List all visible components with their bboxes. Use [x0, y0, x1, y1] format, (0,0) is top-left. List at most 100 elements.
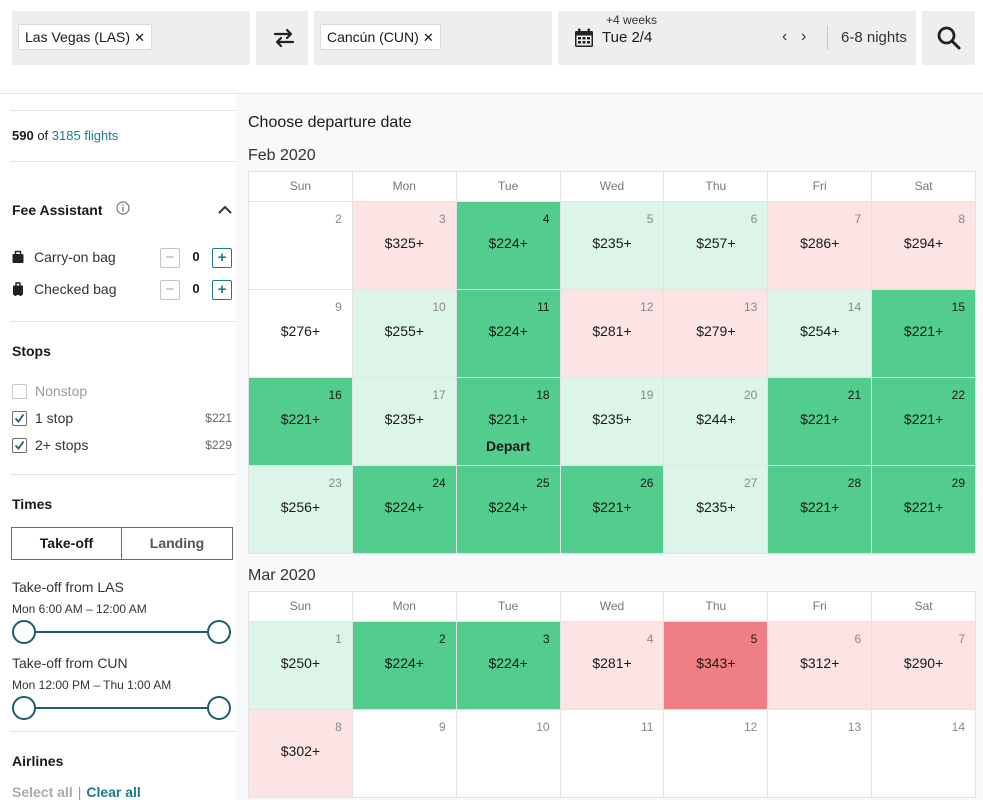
day-number: 19	[640, 388, 654, 402]
nights-select[interactable]: 6-8 nights	[841, 29, 907, 46]
takeoff-las-range: Mon 6:00 AM – 12:00 AM	[12, 602, 147, 616]
calendar-day[interactable]: 28 $221+	[768, 466, 873, 554]
prev-date-button[interactable]: ‹	[782, 28, 788, 45]
calendar-day[interactable]: 9 $276+	[249, 290, 353, 378]
calendar-day[interactable]: 5 $343+	[664, 622, 769, 710]
calendar-day: 12	[664, 710, 769, 798]
swap-button[interactable]	[256, 11, 308, 65]
stops-option-2-stops[interactable]: 2+ stops $229	[12, 437, 232, 455]
calendar-day[interactable]: 4 $224+	[456, 202, 561, 290]
takeoff-las-slider[interactable]	[24, 631, 220, 633]
calendar-day[interactable]: 12 $281+	[560, 290, 665, 378]
day-price: $235+	[592, 235, 632, 251]
day-price: $221+	[800, 499, 840, 515]
stops-option-nonstop[interactable]: Nonstop	[12, 383, 232, 401]
stops-option-price: $221	[205, 411, 232, 425]
day-number: 9	[335, 300, 342, 314]
calendar-day[interactable]: 15 $221+	[872, 290, 977, 378]
day-price: $224+	[488, 323, 528, 339]
increment-button[interactable]: +	[212, 248, 232, 268]
slider-handle-min[interactable]	[12, 620, 36, 644]
calendar-day[interactable]: 8 $302+	[249, 710, 353, 798]
origin-chip: Las Vegas (LAS) ✕	[18, 24, 152, 50]
calendar-day[interactable]: 23 $256+	[249, 466, 353, 554]
close-icon[interactable]: ✕	[422, 30, 434, 45]
calendar-day[interactable]: 2 $224+	[352, 622, 457, 710]
destination-field[interactable]: Cancún (CUN) ✕	[314, 11, 552, 65]
day-number: 25	[536, 476, 550, 490]
calendar-day[interactable]: 6 $312+	[768, 622, 873, 710]
tab-landing[interactable]: Landing	[122, 528, 232, 559]
checkbox[interactable]	[12, 384, 27, 399]
calendar-day[interactable]: 7 $290+	[872, 622, 977, 710]
stops-option-1-stop[interactable]: 1 stop $221	[12, 410, 232, 428]
day-number: 17	[432, 388, 446, 402]
takeoff-cun-slider[interactable]	[24, 707, 220, 709]
stops-option-label: 1 stop	[35, 410, 74, 426]
info-icon[interactable]	[116, 201, 130, 215]
day-number: 10	[536, 720, 550, 734]
calendar-week: 8 $302+ 9 10 11 12 13 14	[249, 710, 977, 798]
day-number: 5	[750, 632, 758, 646]
calendar-day[interactable]: 26 $221+	[560, 466, 665, 554]
calendar-day[interactable]: 17 $235+	[352, 378, 457, 466]
calendar-day[interactable]: 3 $224+	[456, 622, 561, 710]
next-date-button[interactable]: ›	[801, 28, 807, 45]
decrement-button[interactable]: −	[160, 280, 180, 300]
divider	[10, 161, 236, 162]
calendar-day[interactable]: 10 $255+	[352, 290, 457, 378]
carry-on-bag-row: Carry-on bag	[12, 249, 116, 265]
airline-select-links: Select all | Clear all	[12, 784, 141, 800]
slider-handle-max[interactable]	[207, 696, 231, 720]
calendar-day: 14	[872, 710, 977, 798]
calendar-day[interactable]: 6 $257+	[664, 202, 769, 290]
carry-on-bag-stepper: − 0 +	[160, 248, 232, 268]
chevron-up-icon[interactable]	[217, 205, 233, 215]
clear-all-link[interactable]: Clear all	[86, 784, 141, 800]
day-price: $290+	[903, 655, 944, 671]
search-button[interactable]	[922, 11, 975, 65]
day-number: 2	[335, 212, 342, 226]
checked-bag-label: Checked bag	[34, 281, 117, 297]
calendar-day[interactable]: 14 $254+	[768, 290, 873, 378]
calendar-day[interactable]: 13 $279+	[664, 290, 769, 378]
calendar-day[interactable]: 7 $286+	[768, 202, 873, 290]
day-price: $244+	[696, 411, 736, 427]
date-field[interactable]: +4 weeks Tue 2/4 ‹ › 6-8 nights	[558, 11, 916, 65]
calendar-day[interactable]: 29 $221+	[872, 466, 977, 554]
calendar-day[interactable]: 16 $221+	[249, 378, 353, 466]
day-number: 20	[743, 388, 758, 402]
calendar-day[interactable]: 5 $235+	[560, 202, 665, 290]
day-number: 5	[646, 212, 654, 226]
slider-handle-min[interactable]	[12, 696, 36, 720]
calendar-day[interactable]: 18 $221+ Depart	[456, 378, 561, 466]
select-all-link[interactable]: Select all	[12, 784, 73, 800]
calendar-day[interactable]: 19 $235+	[560, 378, 665, 466]
checked-bag-count: 0	[192, 281, 200, 296]
total-flights-link[interactable]: 3185 flights	[51, 128, 119, 143]
origin-field[interactable]: Las Vegas (LAS) ✕	[12, 11, 250, 65]
month-title: Feb 2020	[248, 147, 316, 164]
tab-take-off[interactable]: Take-off	[12, 528, 122, 559]
calendar-day[interactable]: 22 $221+	[872, 378, 977, 466]
increment-button[interactable]: +	[212, 280, 232, 300]
calendar-day[interactable]: 4 $281+	[560, 622, 665, 710]
calendar-day[interactable]: 25 $224+	[456, 466, 561, 554]
calendar-day[interactable]: 20 $244+	[664, 378, 769, 466]
slider-handle-max[interactable]	[207, 620, 231, 644]
checked-bag-icon	[13, 282, 23, 296]
calendar-day[interactable]: 24 $224+	[352, 466, 457, 554]
calendar-day[interactable]: 27 $235+	[664, 466, 769, 554]
calendar-day[interactable]: 3 $325+	[352, 202, 457, 290]
calendar-day[interactable]: 8 $294+	[872, 202, 977, 290]
close-icon[interactable]: ✕	[134, 30, 145, 45]
checkbox[interactable]	[12, 411, 27, 426]
calendar-day[interactable]: 1 $250+	[249, 622, 353, 710]
calendar-day[interactable]: 11 $224+	[456, 290, 561, 378]
takeoff-las-title: Take-off from LAS	[12, 579, 124, 595]
decrement-button[interactable]: −	[160, 248, 180, 268]
day-number: 1	[335, 632, 342, 646]
calendar-day[interactable]: 21 $221+	[768, 378, 873, 466]
day-price: $221+	[280, 411, 321, 427]
checkbox[interactable]	[12, 438, 27, 453]
